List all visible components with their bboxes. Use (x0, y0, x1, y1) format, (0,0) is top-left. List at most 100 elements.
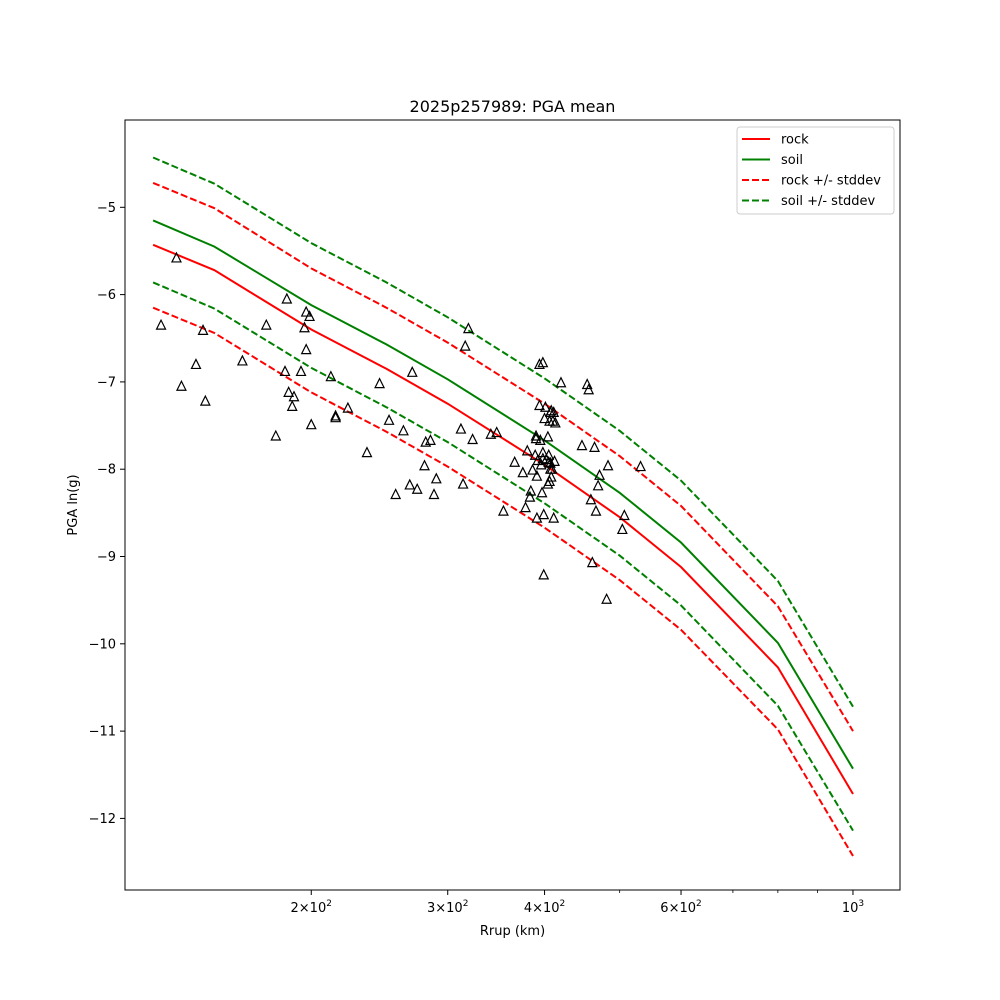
observation-point (424, 434, 436, 445)
legend: rock soil rock +/- stddev soil +/- stddev (736, 126, 895, 215)
observation-point (199, 394, 211, 406)
x-tick-label: 6×102 (660, 899, 701, 916)
observation-point (419, 459, 430, 471)
observation-point (549, 455, 560, 466)
observation-point (592, 479, 604, 491)
observation-point (300, 343, 312, 355)
observation-point (545, 404, 557, 416)
y-tick-label: −8 (97, 463, 116, 478)
observation-point (462, 322, 474, 334)
observation-point (295, 365, 307, 377)
observation-point (537, 446, 549, 458)
x-tick-label: 2×102 (291, 899, 332, 916)
observation-point (547, 414, 559, 426)
observation-point (190, 358, 202, 370)
observation-point (521, 444, 533, 456)
observation-point (590, 504, 602, 516)
observation-point (542, 430, 554, 442)
observation-point (286, 400, 298, 411)
observation-point (383, 413, 395, 425)
observation-point (330, 411, 342, 423)
observation-point (304, 310, 316, 322)
observation-point (539, 400, 551, 412)
observation-point (491, 426, 503, 438)
observation-point (406, 365, 418, 377)
observation-point (535, 458, 547, 470)
observation-point (589, 441, 600, 452)
observation-point (616, 523, 628, 535)
observation-point (236, 354, 248, 366)
observation-point (457, 477, 469, 489)
observation-point (555, 376, 567, 388)
observation-point (618, 509, 630, 521)
observation-point (281, 292, 293, 304)
observation-point (298, 321, 310, 333)
plot-frame (124, 119, 901, 891)
legend-label: rock (781, 133, 809, 148)
observation-point (538, 568, 550, 580)
observation-point (342, 401, 354, 413)
observation-point (428, 488, 440, 500)
observation-point (601, 592, 613, 604)
observation-layer (155, 251, 647, 604)
observation-point (594, 468, 606, 480)
observation-point (305, 418, 317, 430)
observation-point (509, 455, 521, 467)
observation-point (576, 439, 588, 451)
y-tick-label: −7 (97, 375, 116, 390)
x-axis-label: Rrup (km) (480, 924, 545, 939)
observation-point (361, 446, 373, 458)
legend-label: soil (781, 153, 803, 168)
observation-point (270, 429, 282, 441)
series-line-stddev-lower-3 (152, 306, 854, 857)
chart-title: 2025p257989: PGA mean (410, 97, 616, 116)
observation-point (520, 501, 531, 513)
observation-point (260, 318, 272, 330)
series-line-soil-1 (152, 219, 854, 770)
observation-point (525, 484, 537, 496)
observation-point (467, 433, 479, 445)
observation-point (586, 556, 598, 568)
plot-area (124, 119, 901, 891)
x-tick-label: 4×102 (524, 899, 565, 916)
observation-point (524, 490, 536, 502)
observation-point (548, 511, 560, 523)
series-line-rock-stddev-2 (152, 181, 854, 732)
observation-point (283, 386, 295, 397)
plot-area-background (125, 120, 900, 890)
observation-point (549, 416, 561, 428)
observation-point (543, 448, 555, 460)
observation-point (170, 251, 182, 263)
observation-point (536, 486, 548, 498)
observation-point (529, 448, 541, 460)
series-line-stddev-lower-5 (152, 281, 854, 832)
legend-box (736, 126, 895, 215)
observation-point (455, 422, 467, 434)
observation-point (538, 508, 550, 520)
y-axis-label: PGA ln(g) (66, 474, 81, 535)
legend-label: rock +/- stddev (781, 174, 881, 189)
observation-point (175, 379, 187, 391)
y-tick-label: −12 (89, 812, 116, 827)
observation-point (533, 358, 545, 370)
observation-point (497, 504, 509, 516)
observation-point (537, 356, 549, 368)
curve-layer (152, 156, 854, 857)
observation-point (374, 377, 386, 389)
observation-point (545, 470, 557, 482)
observation-point (404, 478, 416, 490)
y-axis: −5 −6 −7 −8 −9 −10 −11 −12 (89, 201, 125, 827)
observation-point (325, 370, 337, 382)
observation-point (330, 409, 342, 421)
x-tick-label: 103 (842, 899, 864, 916)
observation-point (517, 466, 529, 478)
observation-point (300, 305, 312, 317)
observation-point (530, 429, 542, 441)
y-tick-label: −10 (89, 637, 116, 652)
observation-point (459, 339, 471, 351)
observation-point (197, 324, 209, 335)
observation-point (430, 472, 442, 484)
observation-point (585, 493, 597, 505)
observation-point (288, 390, 300, 402)
